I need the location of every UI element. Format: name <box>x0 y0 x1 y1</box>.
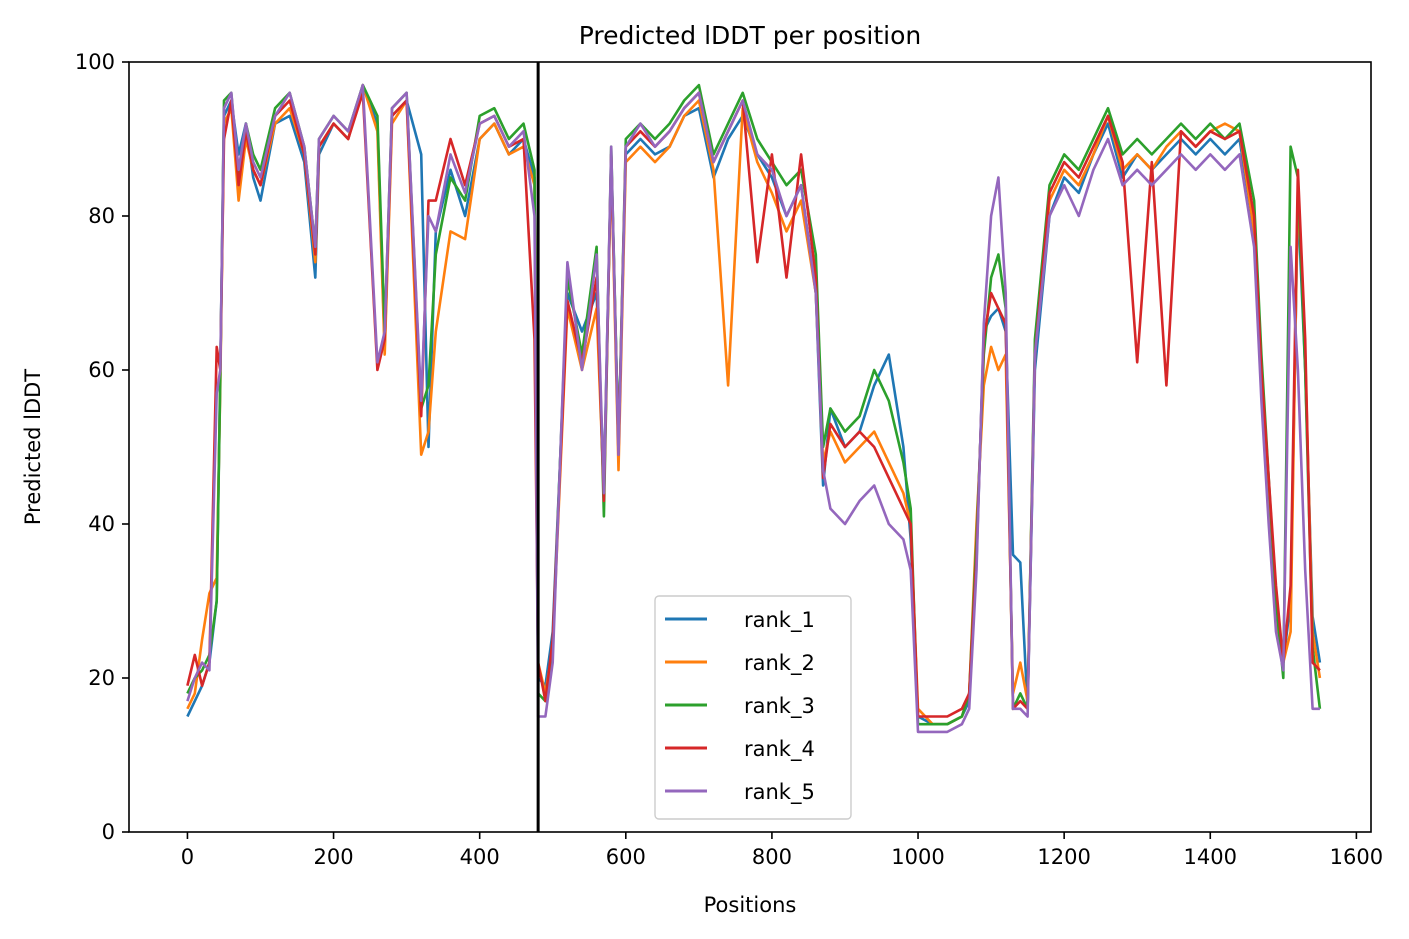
y-tick-label: 0 <box>102 820 115 844</box>
x-axis-label: Positions <box>704 893 797 917</box>
y-tick-label: 60 <box>88 358 115 382</box>
chart-title: Predicted lDDT per position <box>579 21 921 50</box>
y-axis-label: Predicted lDDT <box>21 369 45 525</box>
x-tick-label: 400 <box>460 845 500 869</box>
plot-lines <box>186 83 1322 734</box>
legend-label-rank_3: rank_3 <box>744 694 815 719</box>
x-tick-label: 600 <box>606 845 646 869</box>
y-axis-ticks: 0 20 40 60 80 100 <box>75 50 129 844</box>
x-tick-label: 0 <box>181 845 194 869</box>
x-tick-label: 200 <box>314 845 354 869</box>
x-tick-label: 1600 <box>1330 845 1383 869</box>
legend-box <box>654 595 852 820</box>
x-tick-label: 1000 <box>891 845 944 869</box>
y-tick-label: 20 <box>88 666 115 690</box>
legend-label-rank_4: rank_4 <box>744 737 815 762</box>
legend: rank_1 rank_2 rank_3 rank_4 rank_5 <box>654 595 852 820</box>
x-tick-label: 1200 <box>1037 845 1090 869</box>
legend-label-rank_1: rank_1 <box>744 608 815 633</box>
plot-area-frame <box>128 61 1372 833</box>
y-tick-label: 80 <box>88 204 115 228</box>
series-line-rank_5 <box>186 83 1320 734</box>
legend-label-rank_2: rank_2 <box>744 651 815 676</box>
x-tick-label: 800 <box>752 845 792 869</box>
legend-label-rank_5: rank_5 <box>744 780 815 805</box>
x-tick-label: 1400 <box>1184 845 1237 869</box>
x-axis-ticks: 0 200 400 600 800 1000 1200 1400 1600 <box>181 832 1383 869</box>
y-tick-label: 40 <box>88 512 115 536</box>
y-tick-label: 100 <box>75 50 115 74</box>
